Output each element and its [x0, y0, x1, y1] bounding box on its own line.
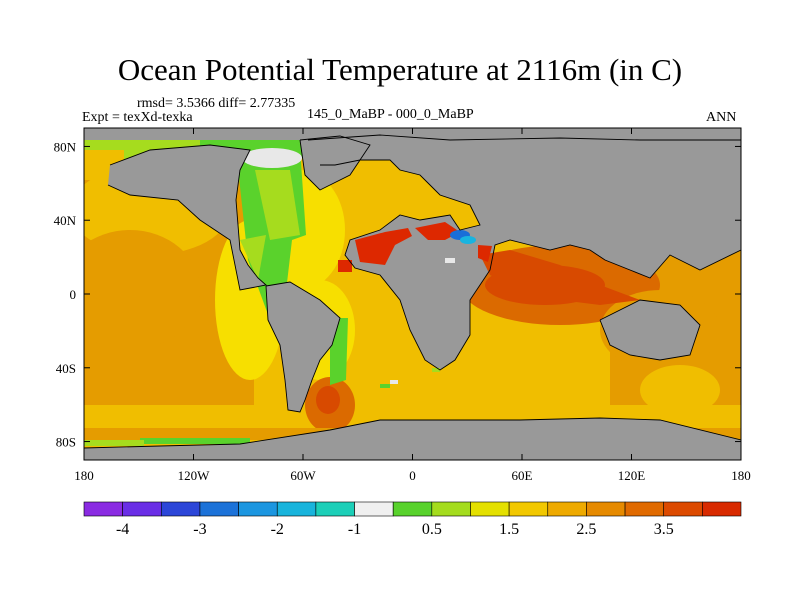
plot-title: Ocean Potential Temperature at 2116m (in…	[117, 52, 683, 87]
colorbar-swatch	[508, 501, 549, 517]
hotspot-mediterranean-east	[415, 222, 460, 240]
land-eurasia-africa	[308, 135, 741, 370]
coast-eurasia-africa	[307, 134, 741, 371]
lat-tick-label: 40S	[56, 361, 76, 376]
colorbar-label: 1.5	[499, 521, 519, 538]
lon-tick-label: 180	[731, 468, 751, 483]
hotspot-red-sea	[478, 245, 492, 262]
land-antarctica	[84, 418, 741, 460]
field-antarctic-lightgreen	[84, 440, 144, 446]
field-west-atlantic-lightgreen	[240, 235, 266, 280]
lat-tick-label: 40N	[54, 213, 77, 228]
colorbar-label: 0.5	[422, 521, 442, 538]
lat-tick-label: 0	[70, 287, 77, 302]
field-mid-atlantic-lightgreen	[255, 170, 300, 240]
hot-spots	[338, 222, 640, 388]
comparison-label: 145_0_MaBP - 000_0_MaBP	[307, 107, 474, 122]
season-label: ANN	[706, 110, 737, 125]
colorbar-swatch	[431, 501, 471, 517]
land-masses	[84, 128, 741, 460]
coast-antarctica	[84, 417, 741, 449]
land-north-america	[108, 145, 266, 290]
lat-tick-label: 80N	[54, 139, 77, 154]
colorbar-swatch	[354, 501, 394, 517]
coldspot-white-patch	[445, 258, 455, 263]
colorbar-label: -2	[271, 521, 284, 538]
colorbar-swatch	[83, 501, 123, 517]
colorbar-swatch	[276, 501, 317, 517]
colorbar-swatch	[702, 501, 742, 517]
colorbar-swatch	[470, 501, 510, 517]
coast-australia	[599, 299, 701, 361]
hotspot-canary	[338, 260, 352, 272]
land-south-america	[266, 282, 340, 412]
field-south-atlantic-hot	[316, 386, 340, 414]
hotspot-arabian-sea	[480, 250, 640, 305]
colorbar-swatch	[199, 501, 239, 517]
axis-ticks: 180 120W 60W 0 60E 120E 180 80N 40N 0 40S 80S	[54, 128, 751, 483]
hotspot-mediterranean-west	[355, 228, 412, 265]
colorbar-swatch	[624, 501, 665, 517]
lon-tick-label: 120W	[178, 468, 211, 483]
lon-tick-label: 120E	[618, 468, 646, 483]
experiment-label: Expt = texXd-texka	[82, 110, 193, 125]
land-australia	[600, 300, 700, 360]
colorbar-swatch	[663, 501, 703, 517]
coldspot-south-atlantic-white	[390, 380, 398, 384]
coast-north-america	[107, 144, 267, 291]
field-equatorial-warm	[84, 230, 200, 350]
coast-south-america	[265, 281, 341, 413]
lat-tick-label: 80S	[56, 435, 76, 450]
colorbar-label: 2.5	[576, 521, 596, 538]
lon-tick-label: 60E	[512, 468, 533, 483]
colorbar-swatch	[122, 501, 162, 517]
lon-tick-label: 60W	[290, 468, 316, 483]
field-southwest-pacific	[640, 365, 720, 415]
field-antarctic-green	[140, 438, 250, 444]
coldspot-black-sea-cyan	[460, 236, 476, 244]
colorbar-label: 3.5	[654, 521, 674, 538]
colorbar-label: -3	[193, 521, 206, 538]
colorbar-swatch	[392, 501, 433, 517]
colorbar-swatch	[238, 501, 278, 517]
coldspot-south-atlantic-lightgreen	[432, 368, 440, 372]
field-labrador-white	[242, 148, 302, 168]
colorbar-label: -4	[116, 521, 129, 538]
colorbar-swatch	[547, 501, 587, 517]
stats-label: rmsd= 3.5366 diff= 2.77335	[137, 96, 296, 111]
lon-tick-label: 0	[409, 468, 416, 483]
coast-greenland	[299, 135, 371, 191]
colorbar-swatch	[160, 501, 201, 517]
lon-tick-label: 180	[74, 468, 94, 483]
colorbar: -4 -3 -2 -1 0.5 1.5 2.5 3.5	[83, 501, 742, 538]
coastlines	[84, 134, 741, 449]
colorbar-swatch	[586, 501, 626, 517]
colorbar-swatch	[315, 501, 355, 517]
colorbar-label: -1	[348, 521, 361, 538]
coldspot-south-atlantic-green	[380, 384, 390, 388]
